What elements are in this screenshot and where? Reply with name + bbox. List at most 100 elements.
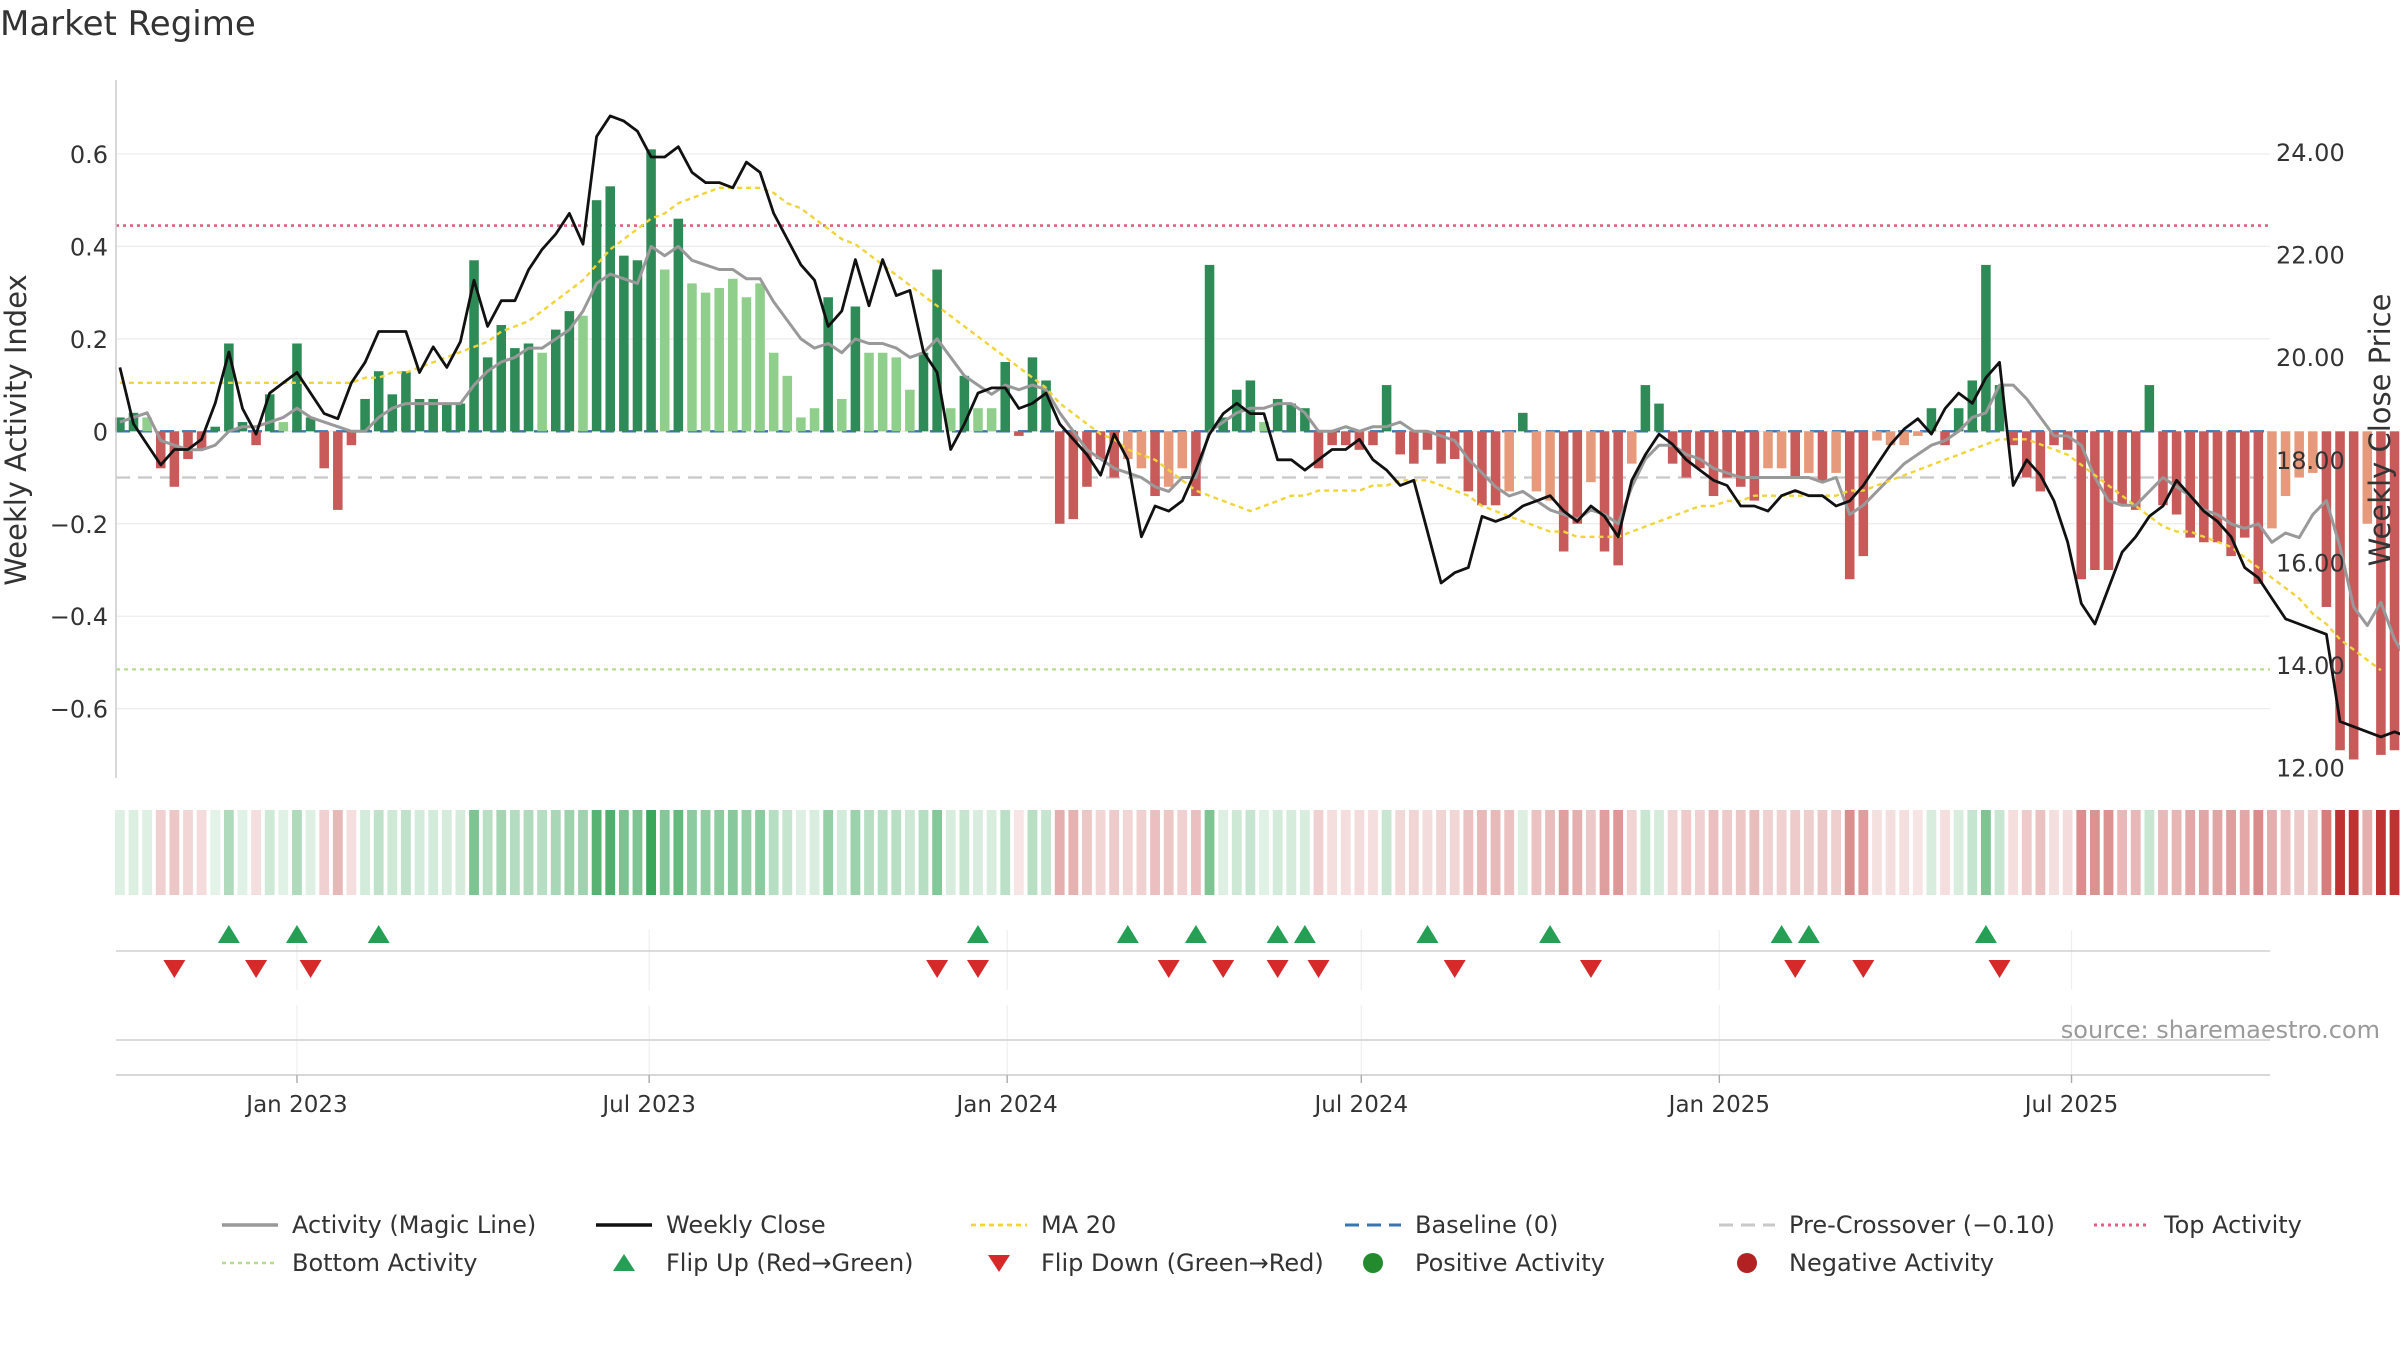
legend: Activity (Magic Line) Weekly Close MA 20 Ba… [222,1211,2302,1277]
heat-cell [1150,810,1160,895]
activity-bar [850,306,861,432]
heat-cell [864,810,874,895]
heat-cell [360,810,370,895]
activity-bar [1967,380,1978,432]
activity-bar [2185,431,2195,538]
activity-bar [1463,431,1474,492]
heat-cell [1994,810,2005,895]
legend-label: Bottom Activity [292,1249,477,1277]
activity-bar [2062,431,2073,450]
activity-bar [1899,431,1909,446]
heat-cell [550,810,561,895]
heat-cell [1885,810,1896,895]
activity-bars [115,149,2400,760]
heat-cell [2267,810,2277,895]
activity-bar [646,149,656,432]
x-tick-label: Jan 2023 [244,1092,347,1118]
activity-bar [1981,264,1991,432]
heat-cell [1790,810,1801,895]
activity-bar [1613,431,1623,566]
activity-bar [1095,431,1106,460]
heat-cell [1953,810,1964,895]
heat-cell [373,810,384,895]
y-left-tick-label: 0.4 [70,233,108,261]
activity-bar [1913,431,1923,436]
activity-bar [1041,380,1051,432]
heat-cell [1368,810,1378,895]
heat-cell [237,810,248,895]
heat-cell [687,810,697,895]
activity-bar [210,426,221,432]
heat-cell [305,810,316,895]
heat-cell [1408,810,1419,895]
activity-bar [2212,431,2223,543]
activity-bar [401,371,411,432]
heat-cell [2226,810,2236,895]
activity-bar [1490,431,1501,506]
activity-bar [2335,431,2345,751]
activity-bar [510,348,520,432]
heat-cell [932,810,943,895]
activity-bar [115,417,125,432]
activity-bar [1259,422,1269,432]
activity-bar [1654,403,1664,432]
flip-up-marker [1539,925,1562,943]
heat-cell [1286,810,1297,895]
heat-cell [2076,810,2087,895]
heat-cell [455,810,466,895]
heat-cell [578,810,588,895]
heat-cell [1749,810,1760,895]
x-tick-label: Jan 2025 [1667,1092,1770,1118]
flip-down-marker [1443,960,1466,978]
heat-cell [210,810,221,895]
activity-bar [1817,431,1828,483]
heat-cell [714,810,725,895]
heat-cell [1735,810,1746,895]
activity-bar [1640,385,1651,432]
legend-entry: Activity (Magic Line) [222,1211,536,1239]
x-tick-label: Jul 2023 [600,1092,696,1118]
heat-cell [1436,810,1446,895]
heat-cell [1013,810,1024,895]
activity-bar [2308,431,2318,473]
heat-cell [523,810,534,895]
legend-entry: Baseline (0) [1345,1211,1558,1239]
heat-cell [2335,810,2345,895]
heat-cell [155,810,166,895]
heat-cell [1340,810,1351,895]
heat-cell [1299,810,1310,895]
activity-bar [591,200,602,432]
flip-up-marker [1116,925,1139,943]
activity-bar [1804,431,1814,473]
legend-entry: Weekly Close [596,1211,826,1239]
heat-cell [1940,810,1950,895]
heat-cell [1545,810,1555,895]
activity-bar [1286,403,1297,432]
heat-cell [264,810,275,895]
legend-label: Activity (Magic Line) [292,1211,536,1239]
heat-cell [1517,810,1528,895]
heat-cell [1654,810,1664,895]
activity-bar [945,408,956,432]
heat-cell [1136,810,1147,895]
activity-bar [714,288,724,432]
heat-cell [1708,810,1719,895]
heat-cell [2348,810,2359,895]
heat-cell [2049,810,2059,895]
heat-cell [986,810,997,895]
activity-bar [741,297,752,432]
activity-bar [292,343,302,432]
activity-bar [305,417,316,432]
activity-bar [2253,431,2264,584]
activity-bar [1204,264,1215,432]
activity-bar [687,283,697,432]
heat-cell [918,810,929,895]
activity-bar [1395,431,1405,455]
heat-cell [1477,810,1487,895]
heat-cell [1803,810,1814,895]
heat-cell [183,810,193,895]
activity-bar [728,278,738,432]
heat-cell [2376,810,2386,895]
activity-bar [373,371,384,432]
